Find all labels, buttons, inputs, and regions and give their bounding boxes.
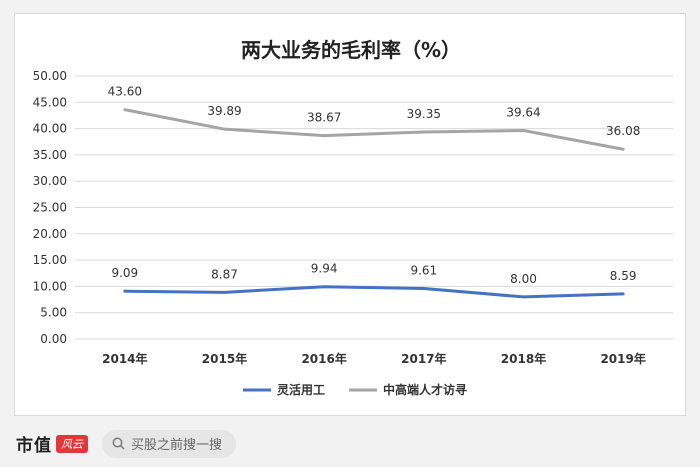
data-label: 43.60 <box>108 85 142 99</box>
y-tick-label: 45.00 <box>33 95 67 109</box>
y-tick-label: 25.00 <box>33 201 67 215</box>
legend: 灵活用工 中高端人才访寻 <box>243 382 467 397</box>
x-tick-labels: 2014年 2015年 2016年 2017年 2018年 2019年 <box>102 351 646 366</box>
chart-title: 两大业务的毛利率（%） <box>241 38 461 62</box>
y-tick-label: 10.00 <box>33 279 67 293</box>
data-label: 8.59 <box>610 269 637 283</box>
data-label: 8.87 <box>211 267 238 281</box>
data-label: 9.61 <box>410 263 437 277</box>
data-label: 9.09 <box>111 266 138 280</box>
series-lines <box>123 108 625 299</box>
data-label: 39.89 <box>207 104 241 118</box>
x-tick-label: 2019年 <box>600 351 645 366</box>
x-tick-label: 2015年 <box>202 351 247 366</box>
y-tick-label: 20.00 <box>33 227 67 241</box>
data-label: 8.00 <box>510 272 537 286</box>
y-tick-label: 35.00 <box>33 148 67 162</box>
x-tick-label: 2014年 <box>102 351 147 366</box>
series-line-2 <box>123 108 625 151</box>
search-placeholder: 买股之前搜一搜 <box>131 438 223 453</box>
y-tick-label: 5.00 <box>40 306 67 320</box>
data-label: 39.64 <box>506 105 540 119</box>
legend-label: 灵活用工 <box>277 382 325 397</box>
search-box[interactable]: 买股之前搜一搜 <box>102 429 237 458</box>
line-chart: 两大业务的毛利率（%） 0.00 5.00 10.00 15.00 20.00 25.00… <box>33 38 673 397</box>
footer-bar: 市值 风云 买股之前搜一搜 <box>0 420 700 467</box>
y-tick-label: 30.00 <box>33 174 67 188</box>
y-tick-label: 50.00 <box>33 69 67 83</box>
x-tick-label: 2018年 <box>501 351 546 366</box>
y-tick-labels: 0.00 5.00 10.00 15.00 20.00 25.00 30.00 35.00 40… <box>33 69 67 346</box>
data-label: 38.67 <box>307 111 341 125</box>
y-tick-label: 0.00 <box>40 332 67 346</box>
data-label: 36.08 <box>606 124 640 138</box>
data-labels: 9.09 8.87 9.94 9.61 8.00 8.59 43.60 39.89 38.67 3… <box>108 85 641 286</box>
brand-logo: 风云 <box>56 434 88 453</box>
data-label: 39.35 <box>407 107 441 121</box>
search-icon <box>112 437 125 450</box>
grid-lines <box>75 75 673 340</box>
legend-label: 中高端人才访寻 <box>383 382 467 397</box>
data-label: 9.94 <box>311 262 338 276</box>
brand-name: 市值 <box>16 436 52 456</box>
x-tick-label: 2017年 <box>401 351 446 366</box>
x-tick-label: 2016年 <box>301 351 346 366</box>
chart-card: 两大业务的毛利率（%） 0.00 5.00 10.00 15.00 20.00 25.00… <box>14 13 686 416</box>
y-tick-label: 15.00 <box>33 253 67 267</box>
y-tick-label: 40.00 <box>33 122 67 136</box>
series-line-1 <box>123 285 625 299</box>
